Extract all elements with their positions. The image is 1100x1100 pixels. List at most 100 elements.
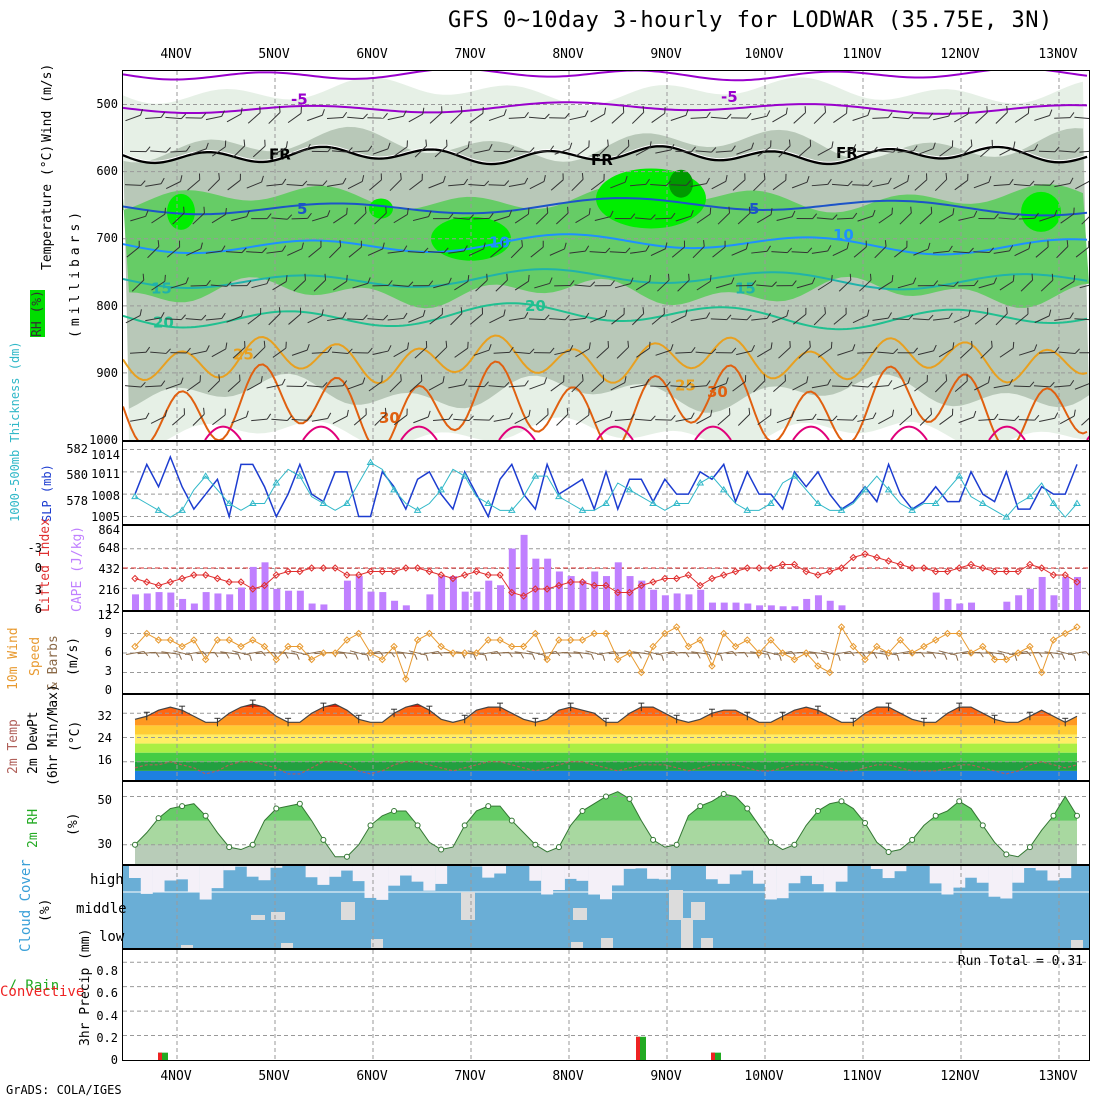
wind-barb-shaft — [993, 183, 1010, 187]
wind-barb-feather — [524, 312, 529, 319]
wind-barb-shaft — [331, 351, 349, 354]
lifted-index-point — [625, 588, 634, 597]
wind-speed-point — [1049, 636, 1058, 644]
wind-barb-feather — [690, 412, 695, 419]
wind-barb — [166, 175, 183, 190]
wind-barb-shaft — [757, 146, 771, 157]
wind-barb — [998, 415, 1020, 422]
wind-speed-point — [390, 642, 398, 651]
contour-label: 5 — [297, 200, 307, 218]
wind-barb-shaft — [934, 380, 948, 393]
wind-barb — [1056, 240, 1069, 259]
cape-bar — [579, 580, 587, 610]
wind-barb-shaft — [751, 317, 768, 321]
cloud-mid — [341, 902, 355, 920]
cape-bar — [308, 603, 316, 610]
wind-speed-point — [566, 636, 575, 644]
cloud-high-gap — [317, 866, 330, 885]
wind-barb-shaft — [272, 147, 287, 156]
wind-barb-feather — [425, 340, 428, 348]
cloud-high-gap — [152, 866, 165, 893]
wind-barb — [184, 650, 207, 657]
cloud-high-gap — [976, 866, 989, 883]
dewpoint-line — [134, 761, 1078, 775]
wind-barb-shaft — [573, 651, 592, 655]
rh-point — [744, 805, 751, 812]
wind-barb — [998, 214, 1020, 220]
wind-barb — [279, 651, 300, 660]
wind-barb-shaft — [1075, 180, 1089, 190]
cape-bar — [367, 591, 375, 610]
temp-contour-35 — [694, 425, 732, 440]
wind-barb-shaft — [878, 415, 893, 425]
temp-contour-35 — [302, 425, 340, 440]
wind-barb-shaft — [998, 217, 1015, 220]
wind-barb-feather — [807, 247, 813, 253]
wind-barb — [852, 309, 870, 324]
wind-barb — [554, 142, 573, 155]
temp-contour-35 — [890, 425, 928, 440]
wind-barb-shaft — [838, 279, 852, 292]
wind-barb-feather — [661, 655, 665, 661]
wind-unit: (m/s) — [66, 636, 81, 676]
wind-barb-shaft — [226, 315, 242, 323]
wind-barb-feather — [891, 409, 895, 417]
wind-barb-shaft — [575, 348, 590, 358]
cloud-high-gap — [635, 866, 648, 869]
wind-barb — [1039, 412, 1059, 422]
wind-barb-feather — [690, 346, 696, 353]
wind-barb — [326, 652, 348, 659]
wind-barb-shaft — [348, 246, 362, 258]
wind-barb — [469, 307, 483, 325]
wind-barb-feather — [645, 178, 650, 185]
wind-barb — [347, 113, 368, 120]
wind-barb-shaft — [190, 350, 207, 355]
wind-barb-feather — [240, 107, 243, 115]
wind-barb-feather — [642, 105, 645, 113]
wind-barb-shaft — [657, 279, 670, 292]
wind-barb — [1033, 180, 1055, 186]
wind-barb-feather — [928, 112, 934, 119]
wind-barb — [897, 145, 918, 153]
wind-barb — [591, 374, 605, 392]
wind-barb — [389, 172, 402, 192]
wind-barb — [407, 247, 429, 254]
wind-barb — [657, 273, 670, 292]
cape-bar — [261, 562, 269, 610]
lifted-index-point — [661, 574, 669, 583]
wind-barb-feather — [893, 348, 899, 354]
wind-barb-shaft — [874, 246, 887, 259]
wind-barb-feather — [846, 106, 848, 114]
wind-barb — [808, 651, 830, 660]
wind-barb — [1075, 240, 1089, 258]
wind-barb-shaft — [453, 418, 470, 421]
wind-barb-shaft — [614, 283, 631, 289]
wind-barb-feather — [138, 240, 140, 248]
wind-barb-feather — [1014, 214, 1020, 220]
wind-barb-feather — [564, 314, 570, 321]
wind-barb-shaft — [644, 650, 662, 656]
wind-speed-point — [602, 629, 610, 638]
temp-contour-10 — [123, 233, 1088, 256]
wind-barb-feather — [588, 342, 591, 349]
wind-barb-feather — [287, 415, 293, 421]
wind-barb-feather — [913, 145, 918, 152]
wind-barb-shaft — [192, 413, 205, 426]
wind-barb — [975, 106, 988, 124]
wind-barb — [594, 280, 615, 287]
wind-speed-point — [190, 636, 198, 644]
cloud-high-gap — [611, 866, 624, 886]
wind-barb-shaft — [448, 250, 465, 254]
wind-barb-feather — [367, 277, 371, 284]
cape-bar — [520, 534, 528, 610]
cloud-high-gap — [811, 866, 824, 885]
wind-barb-shaft — [717, 212, 730, 225]
lifted-index-point — [696, 581, 704, 590]
wind-barb-feather — [221, 312, 226, 319]
ytick: 24 — [97, 731, 112, 745]
wind-barb — [230, 280, 252, 287]
wind-barb-shaft — [1054, 385, 1071, 388]
cloud-high-gap — [1047, 866, 1060, 881]
wind-barb-shaft — [675, 417, 692, 422]
